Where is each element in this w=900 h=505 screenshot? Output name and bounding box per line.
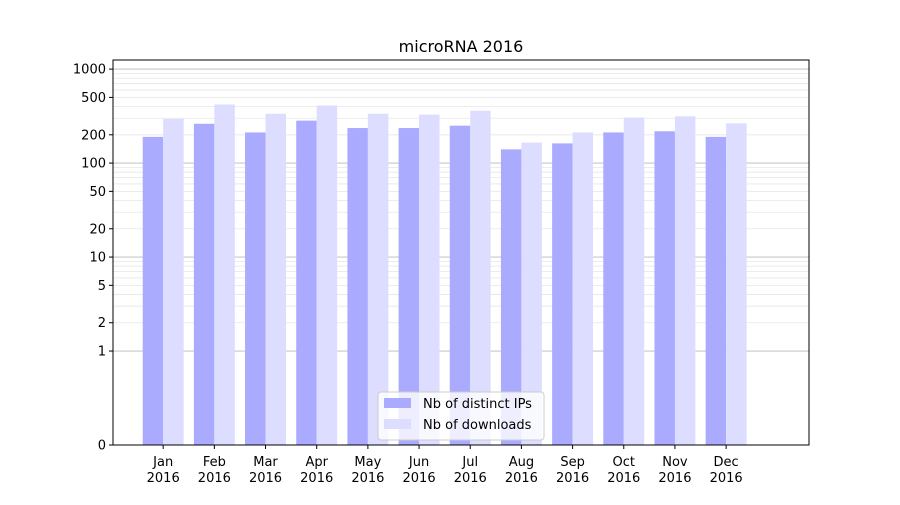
legend-swatch — [384, 398, 411, 408]
legend: Nb of distinct IPs Nb of downloads — [377, 391, 545, 441]
x-tick-label: Jul 2016 — [454, 455, 487, 486]
y-axis: 0 1 2 5 10 20 50 100 200 500 1000 — [73, 63, 113, 454]
bar-downloads — [214, 104, 235, 445]
bar-distinct-ips — [654, 131, 675, 445]
y-tick-label: 20 — [89, 222, 106, 237]
bar-downloads — [367, 113, 389, 445]
bar-distinct-ips — [245, 132, 266, 445]
bar-distinct-ips — [449, 125, 471, 445]
bar-downloads — [316, 105, 338, 446]
x-tick-label: Jun 2016 — [403, 455, 436, 486]
bar-distinct-ips — [347, 128, 368, 446]
bar-downloads — [572, 132, 594, 445]
bar-downloads — [674, 116, 696, 445]
bar-distinct-ips — [603, 132, 624, 445]
bar-distinct-ips — [193, 123, 215, 446]
bar-downloads — [265, 113, 286, 445]
y-tick-label: 1000 — [73, 63, 106, 78]
y-tick-label: 50 — [89, 185, 106, 200]
legend-label: Nb of downloads — [423, 418, 532, 433]
y-tick-label: 0 — [98, 439, 106, 454]
x-tick-label: Apr 2016 — [300, 455, 333, 486]
x-tick-label: Feb 2016 — [198, 455, 231, 486]
bar-distinct-ips — [705, 136, 727, 445]
y-tick-label: 10 — [89, 251, 106, 266]
y-tick-label: 1 — [98, 345, 106, 360]
bar-distinct-ips — [398, 128, 420, 446]
x-tick-label: Mar 2016 — [249, 455, 282, 486]
legend-label: Nb of distinct IPs — [423, 397, 532, 412]
x-tick-label: Jan 2016 — [147, 455, 180, 486]
x-tick-label: Nov 2016 — [658, 455, 691, 486]
y-tick-label: 100 — [81, 157, 106, 172]
bar-downloads — [470, 110, 491, 446]
bar-downloads — [726, 123, 747, 445]
legend-box — [377, 391, 545, 441]
y-tick-label: 2 — [98, 316, 106, 331]
bar-distinct-ips — [552, 143, 573, 445]
x-tick-label: Sep 2016 — [556, 455, 589, 486]
x-axis: Jan 2016 Feb 2016 Mar 2016 Apr 2016 May 2016 Jun 20… — [147, 445, 743, 486]
y-tick-label: 5 — [98, 279, 106, 294]
y-tick-label: 200 — [81, 128, 106, 143]
bar-distinct-ips — [296, 120, 317, 446]
x-tick-label: Oct 2016 — [607, 455, 640, 486]
bar-downloads — [163, 118, 184, 445]
bar-distinct-ips — [142, 136, 164, 445]
plot-frame — [112, 59, 810, 446]
bar-downloads — [521, 142, 542, 446]
legend-swatch — [384, 419, 411, 429]
bar-downloads — [419, 114, 440, 445]
bar-downloads — [623, 117, 645, 446]
bars — [142, 104, 747, 446]
bar-distinct-ips — [500, 149, 522, 445]
x-tick-label: Dec 2016 — [710, 455, 743, 486]
x-tick-label: May 2016 — [351, 455, 384, 486]
chart-title: microRNA 2016 — [399, 37, 524, 56]
y-tick-label: 500 — [81, 91, 106, 106]
x-tick-label: Aug 2016 — [505, 455, 538, 486]
